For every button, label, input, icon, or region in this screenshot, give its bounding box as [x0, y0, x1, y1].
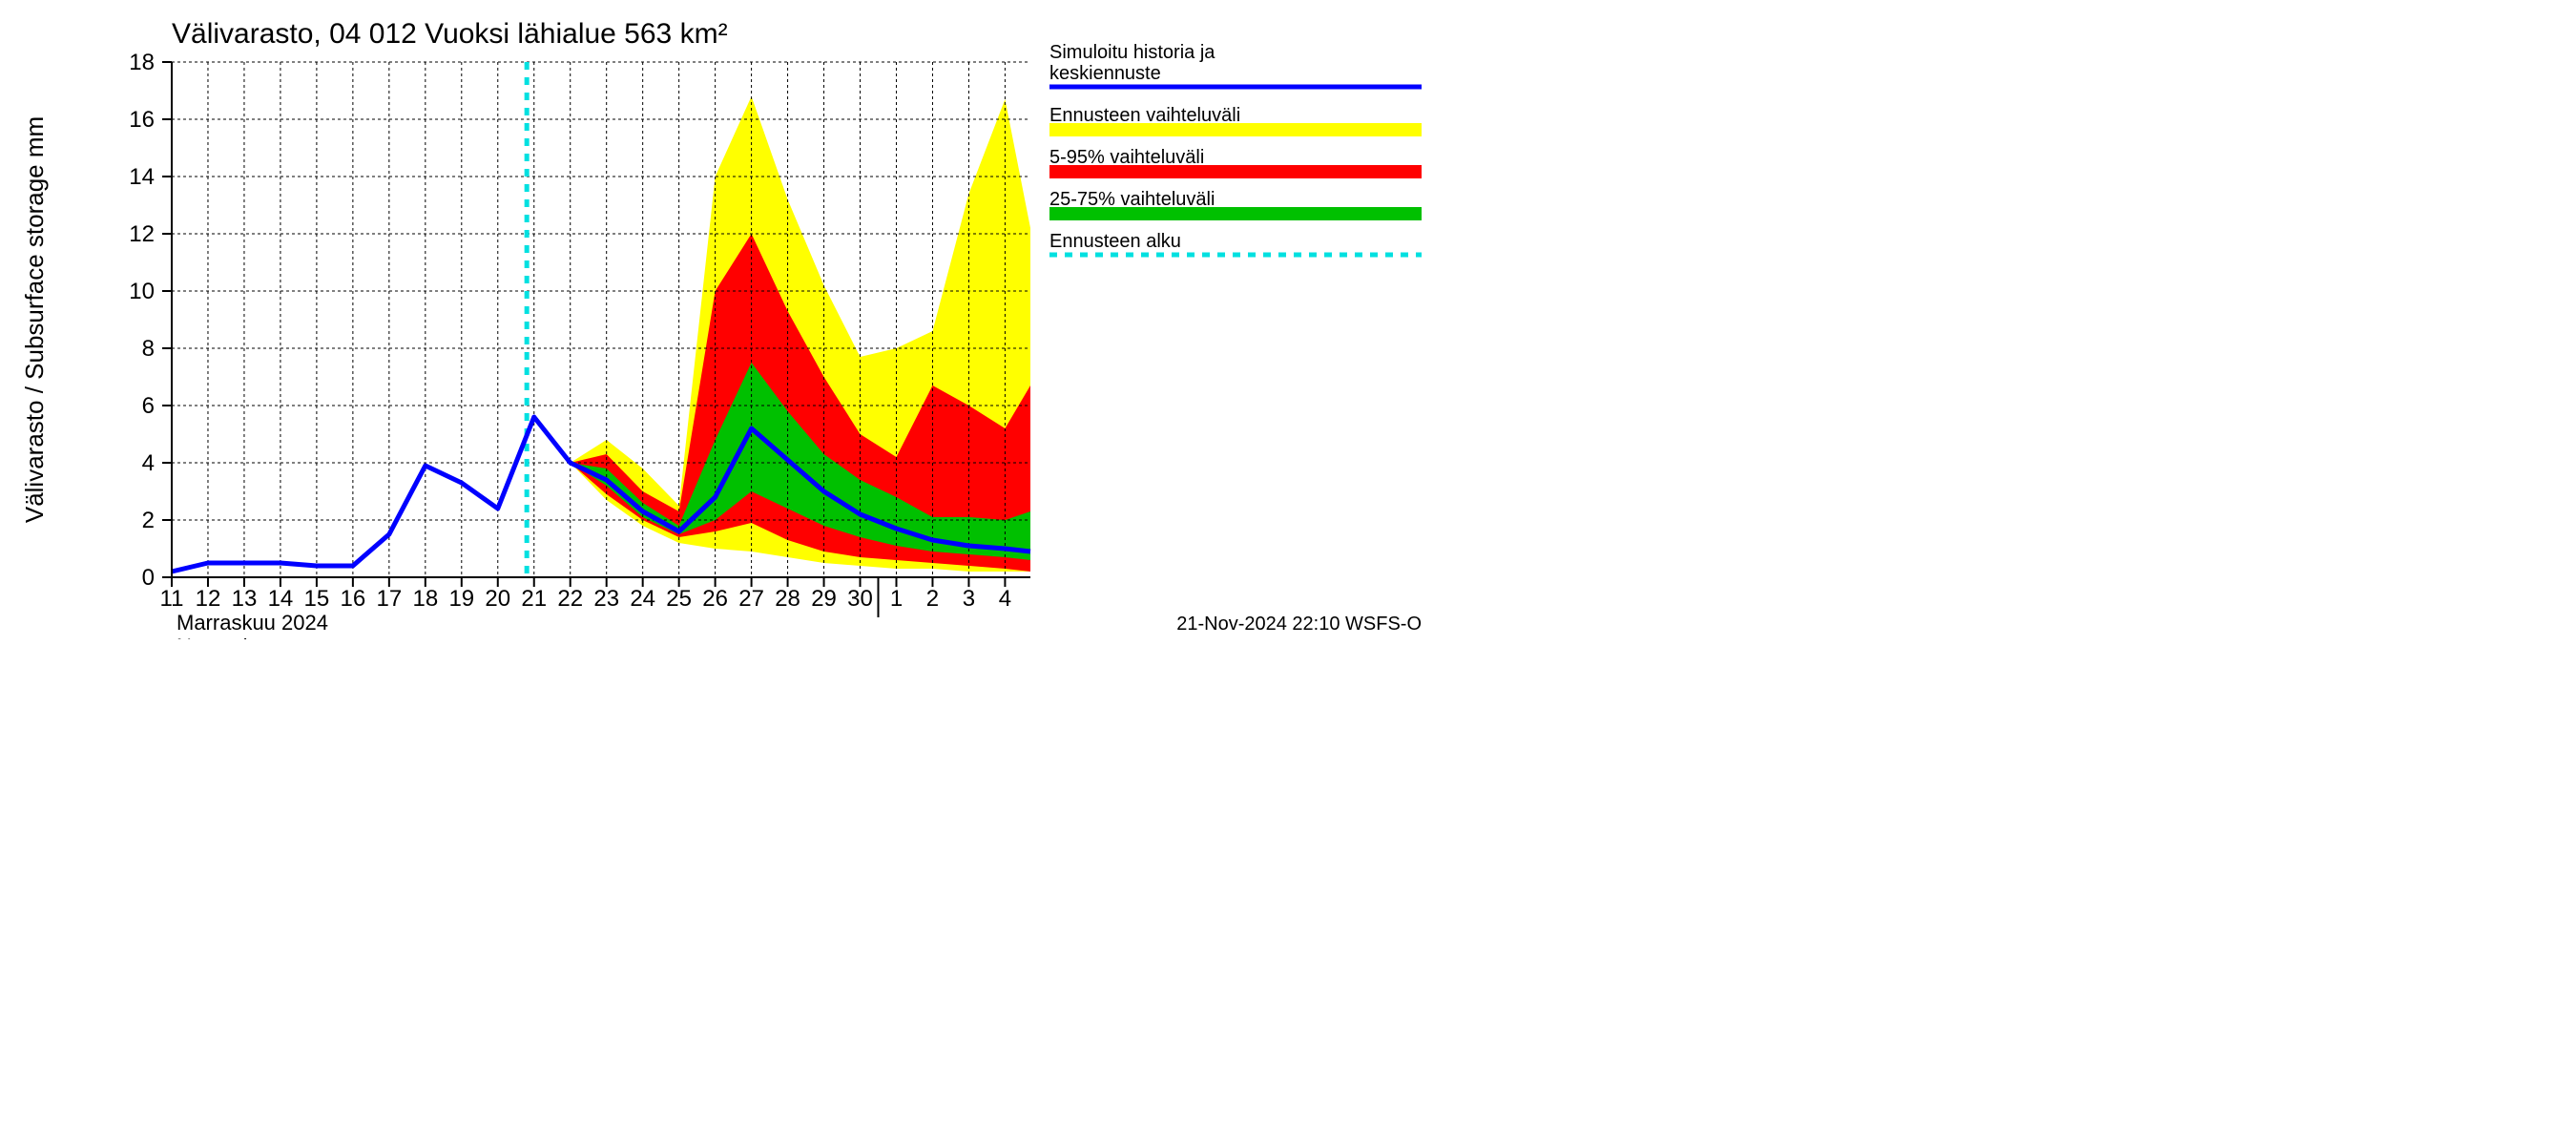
y-tick-label: 14 — [129, 164, 155, 190]
x-tick-label: 4 — [999, 586, 1011, 612]
x-tick-label: 19 — [448, 586, 474, 612]
x-month-label-en: November — [177, 635, 273, 639]
y-tick-label: 10 — [129, 279, 155, 304]
x-tick-label: 15 — [304, 586, 330, 612]
legend-label: Ennusteen vaihteluväli — [1049, 105, 1240, 126]
x-month-label-fi: Marraskuu 2024 — [177, 611, 328, 635]
x-tick-label: 20 — [485, 586, 510, 612]
y-axis-label: Välivarasto / Subsurface storage mm — [20, 116, 49, 523]
y-tick-label: 4 — [142, 450, 155, 476]
x-tick-label: 14 — [268, 586, 294, 612]
x-tick-label: 11 — [160, 586, 184, 612]
x-tick-label: 27 — [738, 586, 764, 612]
chart-title: Välivarasto, 04 012 Vuoksi lähialue 563 … — [172, 18, 728, 50]
x-tick-label: 25 — [666, 586, 692, 612]
legend-swatch-full — [1049, 123, 1422, 136]
x-tick-label: 24 — [630, 586, 655, 612]
legend-swatch-p90 — [1049, 165, 1422, 178]
chart-container: 0246810121416181112131415161718192021222… — [0, 0, 1431, 639]
legend-label: 5-95% vaihteluväli — [1049, 147, 1204, 168]
y-tick-label: 8 — [142, 336, 155, 362]
x-tick-label: 13 — [232, 586, 258, 612]
x-tick-label: 3 — [963, 586, 975, 612]
y-tick-label: 6 — [142, 393, 155, 419]
x-tick-label: 16 — [341, 586, 366, 612]
x-tick-label: 17 — [376, 586, 402, 612]
x-tick-label: 23 — [593, 586, 619, 612]
x-tick-label: 21 — [521, 586, 547, 612]
x-tick-label: 22 — [557, 586, 583, 612]
y-tick-label: 2 — [142, 508, 155, 533]
x-tick-label: 1 — [890, 586, 903, 612]
x-tick-label: 26 — [702, 586, 728, 612]
x-tick-label: 18 — [412, 586, 438, 612]
x-tick-label: 12 — [196, 586, 221, 612]
x-tick-label: 28 — [775, 586, 800, 612]
footer-timestamp: 21-Nov-2024 22:10 WSFS-O — [1176, 614, 1422, 635]
legend-label: keskiennuste — [1049, 63, 1161, 84]
y-tick-label: 12 — [129, 221, 155, 247]
x-tick-label: 29 — [811, 586, 837, 612]
x-tick-label: 2 — [926, 586, 939, 612]
legend-swatch-p50 — [1049, 207, 1422, 220]
legend-label: 25-75% vaihteluväli — [1049, 189, 1215, 210]
x-tick-label: 30 — [847, 586, 873, 612]
y-tick-label: 16 — [129, 107, 155, 133]
y-tick-label: 0 — [142, 565, 155, 591]
legend-label: Simuloitu historia ja — [1049, 42, 1215, 63]
legend-label: Ennusteen alku — [1049, 231, 1181, 252]
y-tick-label: 18 — [129, 50, 155, 75]
